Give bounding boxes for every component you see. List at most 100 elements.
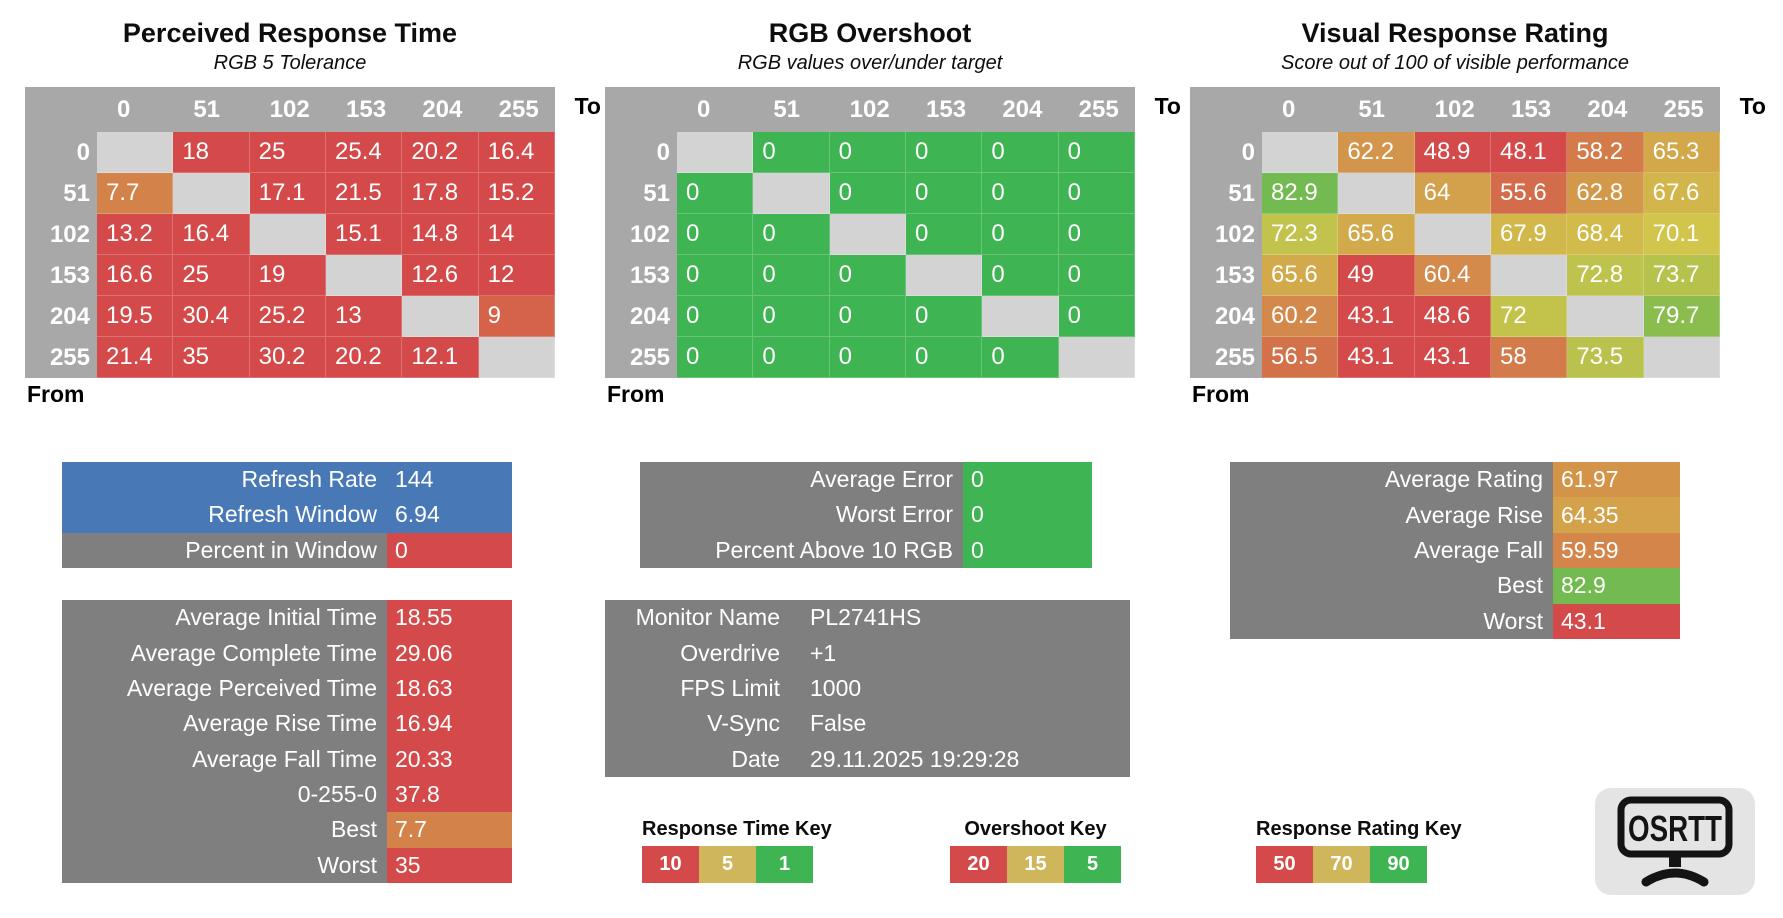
summary-value: 43.1: [1553, 603, 1680, 640]
heatmap-row-header: 204: [1190, 296, 1262, 337]
summary-value: +1: [790, 635, 1130, 671]
heatmap-cell: 19: [249, 255, 326, 296]
summary-row: Date 29.11.2025 19:29:28: [605, 741, 1130, 778]
summary-monitor-info-block: Monitor Name PL2741HS Overdrive +1 FPS Limit…: [605, 600, 1130, 778]
heatmap-row-header: 102: [605, 214, 677, 255]
summary-label: Worst Error: [640, 497, 963, 533]
summary-row: Average Fall Time 20.33: [62, 741, 512, 777]
heatmap-cell: 17.1: [249, 173, 326, 214]
summary-label: Percent in Window: [62, 532, 387, 568]
heatmap-column-header: 153: [326, 87, 403, 132]
heatmap-diagonal-cell: [1567, 296, 1644, 337]
heatmap-cell: 43.1: [1414, 337, 1491, 378]
heatmap-column-header: 51: [173, 87, 250, 132]
summary-row: 0-255-0 37.8: [62, 776, 512, 813]
heatmap-row-header: 153: [25, 255, 97, 296]
heatmap-cell: 62.2: [1338, 132, 1415, 173]
heatmap-column-header: 102: [249, 87, 326, 132]
heatmap-cell: 30.4: [173, 296, 250, 337]
heatmap-row-header: 102: [25, 214, 97, 255]
summary-label: Date: [605, 741, 790, 778]
heatmap-cell: 0: [677, 255, 754, 296]
summary-value: 6.94: [387, 497, 512, 533]
summary-response-times-block: Average Initial Time 18.55 Average Complet…: [62, 600, 512, 883]
heatmap-row-header: 255: [1190, 337, 1262, 378]
heatmap-cell: 12.6: [402, 255, 479, 296]
summary-label: Average Error: [640, 462, 963, 498]
heatmap-grid: 0 51 102 153 204 255 0 0 0 0 0 0 51 0 0 0 0 0 102 0 0 0 0 0 153 0…: [605, 87, 1135, 378]
heatmap-column-header: 51: [753, 87, 830, 132]
heatmap-diagonal-cell: [402, 296, 479, 337]
heatmap-cell: 55.6: [1491, 173, 1568, 214]
summary-value: 82.9: [1553, 568, 1680, 604]
heatmap-column-header: 0: [97, 87, 174, 132]
key-cell: 15: [1007, 846, 1064, 883]
heatmap-row-header: 0: [1190, 132, 1262, 173]
heatmap-diagonal-cell: [1414, 214, 1491, 255]
heatmap-diagonal-cell: [1643, 337, 1720, 378]
heatmap-cell: 0: [829, 296, 906, 337]
summary-value: 64.35: [1553, 497, 1680, 533]
heatmap-cell: 49: [1338, 255, 1415, 296]
summary-row: Best 82.9: [1230, 568, 1680, 604]
summary-value: 1000: [790, 670, 1130, 707]
heatmap-cell: 0: [677, 214, 754, 255]
heatmap-diagonal-cell: [478, 337, 555, 378]
axis-label-from: From: [27, 381, 85, 407]
heatmap-column-header: 51: [1338, 87, 1415, 132]
heatmap-cell: 7.7: [97, 173, 174, 214]
heatmap-cell: 13.2: [97, 214, 174, 255]
summary-value: 7.7: [387, 812, 512, 848]
heatmap-cell: 0: [906, 337, 983, 378]
heatmap-diagonal-cell: [173, 173, 250, 214]
heatmap-corner-cell: [1190, 87, 1262, 132]
heatmap-diagonal-cell: [1338, 173, 1415, 214]
axis-label-from: From: [607, 381, 665, 407]
logo-text: OSRTT: [1628, 808, 1722, 849]
summary-row: Average Rating 61.97: [1230, 462, 1680, 498]
heatmap-cell: 68.4: [1567, 214, 1644, 255]
heatmap-row-header: 153: [605, 255, 677, 296]
heatmap-diagonal-cell: [1058, 337, 1135, 378]
heatmap-cell: 0: [982, 132, 1059, 173]
summary-value: 18.63: [387, 670, 512, 707]
key-cell: 20: [950, 846, 1007, 883]
summary-row: Percent in Window 0: [62, 532, 512, 568]
summary-value: 20.33: [387, 741, 512, 777]
heatmap-diagonal-cell: [1262, 132, 1339, 173]
summary-row: Average Perceived Time 18.63: [62, 670, 512, 707]
heatmap-cell: 0: [753, 296, 830, 337]
summary-label: Average Rise Time: [62, 706, 387, 742]
key-title: Overshoot Key: [964, 818, 1107, 840]
heatmap-cell: 73.7: [1643, 255, 1720, 296]
summary-label: Best: [1230, 568, 1553, 604]
heatmap-column-header: 204: [982, 87, 1059, 132]
heatmap-row-header: 0: [605, 132, 677, 173]
summary-row: Monitor Name PL2741HS: [605, 600, 1130, 636]
summary-value: 144: [387, 462, 512, 498]
heatmap-cell: 58: [1491, 337, 1568, 378]
heatmap-cell: 9: [478, 296, 555, 337]
key-cell: 5: [699, 846, 756, 883]
heatmap-cell: 0: [677, 173, 754, 214]
heatmap-cell: 0: [1058, 255, 1135, 296]
heatmap-cell: 0: [906, 296, 983, 337]
axis-label-to: To: [1739, 93, 1766, 119]
summary-row: Average Rise 64.35: [1230, 497, 1680, 533]
summary-row: FPS Limit 1000: [605, 670, 1130, 707]
heatmap-cell: 0: [982, 173, 1059, 214]
heatmap-cell: 25.2: [249, 296, 326, 337]
response-rating-key: Response Rating Key 50 70 90: [1256, 818, 1462, 883]
summary-row: Refresh Window 6.94: [62, 497, 512, 533]
summary-row: Average Error 0: [640, 462, 1092, 498]
key-cell: 5: [1064, 846, 1121, 883]
heatmap-column-header: 153: [1491, 87, 1568, 132]
heatmap-diagonal-cell: [97, 132, 174, 173]
heatmap-row-header: 51: [605, 173, 677, 214]
heatmap-cell: 0: [1058, 132, 1135, 173]
summary-label: Average Complete Time: [62, 635, 387, 671]
heatmap-grid: 0 51 102 153 204 255 0 62.2 48.9 48.1 58.2 65.3 51 82…: [1190, 87, 1720, 378]
summary-value: False: [790, 706, 1130, 742]
summary-row: Best 7.7: [62, 812, 512, 848]
heatmap-cell: 64: [1414, 173, 1491, 214]
